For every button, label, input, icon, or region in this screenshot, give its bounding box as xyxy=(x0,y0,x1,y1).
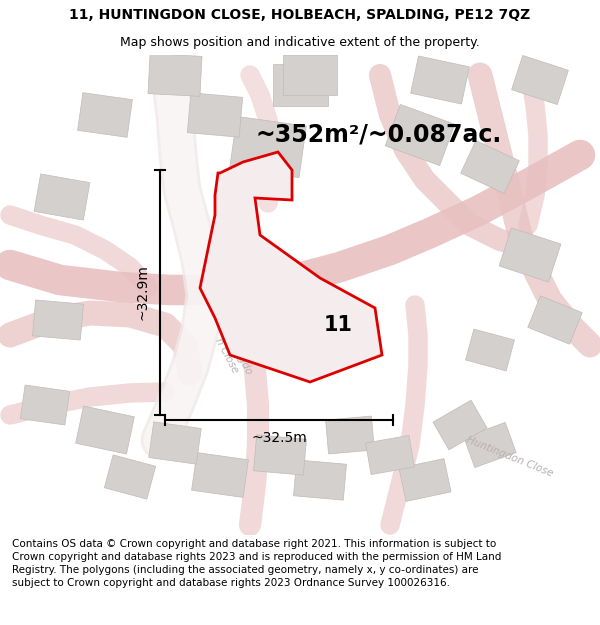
Bar xyxy=(149,422,201,464)
Text: Map shows position and indicative extent of the property.: Map shows position and indicative extent… xyxy=(120,36,480,49)
Polygon shape xyxy=(200,152,382,382)
Bar xyxy=(272,64,328,106)
Bar xyxy=(466,329,514,371)
Bar xyxy=(187,92,242,138)
Text: ~352m²/~0.087ac.: ~352m²/~0.087ac. xyxy=(255,123,501,147)
Text: ~32.5m: ~32.5m xyxy=(251,431,307,445)
Bar xyxy=(32,300,83,340)
Bar xyxy=(148,54,202,96)
Bar xyxy=(365,436,415,474)
Bar xyxy=(433,400,487,450)
Text: 11: 11 xyxy=(323,315,353,335)
Bar xyxy=(20,385,70,425)
Bar xyxy=(191,452,248,498)
Text: Contains OS data © Crown copyright and database right 2021. This information is : Contains OS data © Crown copyright and d… xyxy=(12,539,502,588)
Bar xyxy=(77,92,133,138)
Bar xyxy=(254,435,307,475)
Bar xyxy=(230,116,306,178)
Text: Huntingdo
n Close: Huntingdo n Close xyxy=(210,324,254,382)
Bar xyxy=(528,296,582,344)
Bar xyxy=(385,104,455,166)
Bar xyxy=(326,416,374,454)
Bar xyxy=(34,174,90,220)
Bar xyxy=(461,141,520,194)
Bar xyxy=(104,455,155,499)
Bar xyxy=(293,460,346,500)
Bar xyxy=(512,56,568,104)
Bar xyxy=(410,56,469,104)
Bar xyxy=(464,422,516,468)
Text: 11, HUNTINGDON CLOSE, HOLBEACH, SPALDING, PE12 7QZ: 11, HUNTINGDON CLOSE, HOLBEACH, SPALDING… xyxy=(70,8,530,22)
Bar xyxy=(499,228,561,282)
Text: ~32.9m: ~32.9m xyxy=(135,264,149,321)
Text: Huntingdon Close: Huntingdon Close xyxy=(466,435,554,479)
Bar xyxy=(283,55,337,95)
Bar xyxy=(76,406,134,454)
Bar xyxy=(399,459,451,501)
